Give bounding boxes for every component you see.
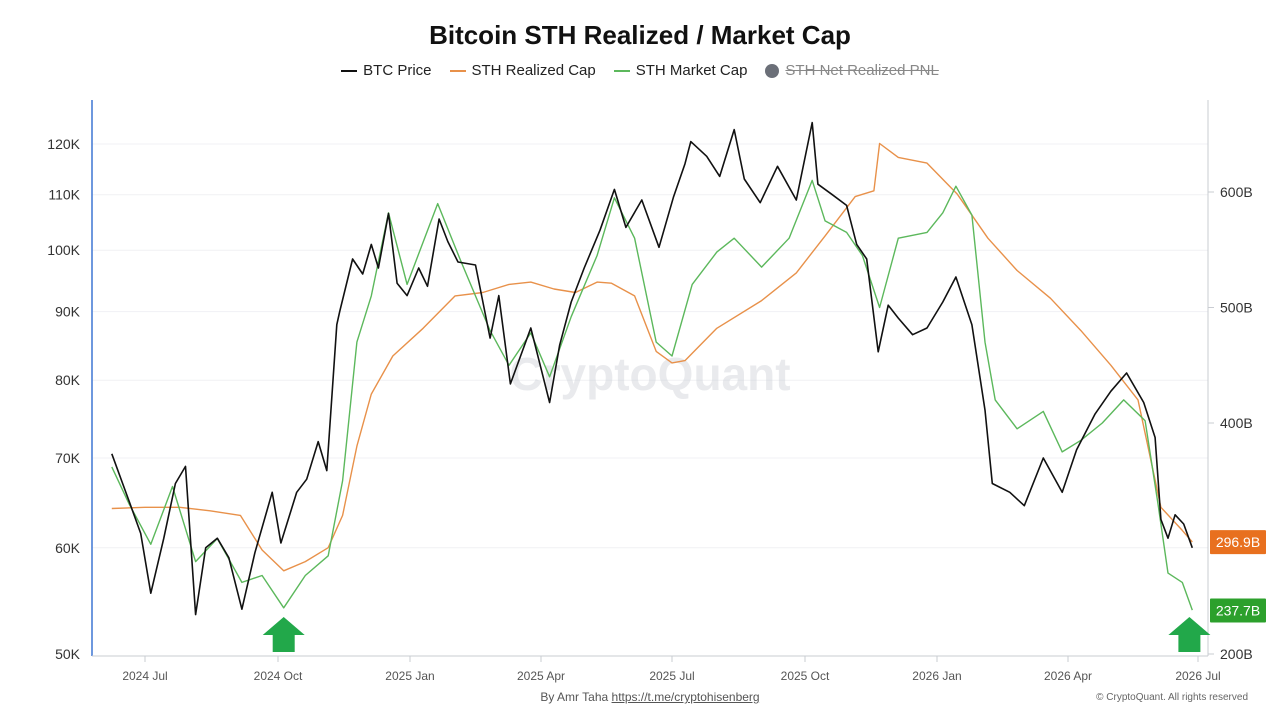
x-tick-label: 2025 Jul xyxy=(649,669,694,683)
y-right-tick-label: 600B xyxy=(1220,184,1253,200)
legend-item-sth-market-cap[interactable]: STH Market Cap xyxy=(613,62,748,79)
legend-label: BTC Price xyxy=(363,62,432,79)
legend-label: STH Net Realized PNL xyxy=(785,62,939,79)
legend-dot-icon xyxy=(765,63,780,78)
y-right-tick-label: 200B xyxy=(1220,646,1253,662)
value-badge xyxy=(1210,530,1266,555)
y-right-tick-label: 400B xyxy=(1220,415,1253,431)
chart-title: Bitcoin STH Realized / Market Cap xyxy=(429,20,851,50)
legend-item-sth-net-realized-pnl[interactable]: STH Net Realized PNL xyxy=(765,62,939,79)
arrow-up-icon xyxy=(1168,617,1211,652)
value-badge-label: 296.9B xyxy=(1216,534,1260,550)
y-left-tick-label: 80K xyxy=(55,372,81,388)
x-tick-label: 2025 Apr xyxy=(517,669,565,683)
x-tick-label: 2026 Jan xyxy=(912,669,961,683)
grid-layer xyxy=(92,143,1208,549)
y-left-tick-label: 100K xyxy=(47,242,80,258)
footer-credit: By Amr Taha https://t.me/cryptohisenberg xyxy=(0,690,1280,704)
x-tick-label: 2024 Jul xyxy=(122,669,167,683)
value-badge xyxy=(1210,598,1266,623)
x-tick-label: 2025 Jan xyxy=(385,669,434,683)
btc-price-line xyxy=(111,121,1194,616)
copyright-notice: © CryptoQuant. All rights reserved xyxy=(1096,692,1248,703)
annotations-layer: 296.9B 237.7B xyxy=(262,530,1266,652)
x-tick-label: 2024 Oct xyxy=(254,669,303,683)
x-tick-label: 2026 Jul xyxy=(1175,669,1220,683)
value-badge-label: 237.7B xyxy=(1216,602,1260,618)
legend-label: STH Realized Cap xyxy=(471,62,596,79)
legend-swatch-sth-realized-cap xyxy=(449,69,466,72)
y-right-tick-label: 500B xyxy=(1220,300,1253,316)
legend-swatch-sth-market-cap xyxy=(613,69,630,72)
credit-link[interactable]: https://t.me/cryptohisenberg xyxy=(611,690,760,704)
legend-item-sth-realized-cap[interactable]: STH Realized Cap xyxy=(449,62,596,79)
y-left-tick-label: 110K xyxy=(48,187,80,203)
y-left-tick-label: 90K xyxy=(55,304,81,320)
legend: BTC Price STH Realized Cap STH Market Ca… xyxy=(0,62,1280,79)
y-left-tick-label: 120K xyxy=(47,136,80,152)
legend-label: STH Market Cap xyxy=(635,62,748,79)
legend-item-btc-price[interactable]: BTC Price xyxy=(341,62,432,79)
x-tick-label: 2025 Oct xyxy=(781,669,830,683)
credit-author: By Amr Taha xyxy=(540,690,612,704)
legend-swatch-btc-price xyxy=(341,69,358,72)
sth-market-cap-line xyxy=(111,179,1193,611)
y-left-tick-label: 70K xyxy=(55,450,81,466)
axes-layer: 120K 110K 100K 90K 80K 70K 60K 50K 600B 500B 400B 2… xyxy=(47,100,1253,683)
y-left-tick-label: 60K xyxy=(55,540,81,556)
series-layer xyxy=(111,121,1194,616)
x-tick-label: 2026 Apr xyxy=(1044,669,1092,683)
arrow-up-icon xyxy=(262,617,305,652)
sth-realized-cap-line xyxy=(111,142,1193,572)
y-left-tick-label: 50K xyxy=(55,646,81,662)
